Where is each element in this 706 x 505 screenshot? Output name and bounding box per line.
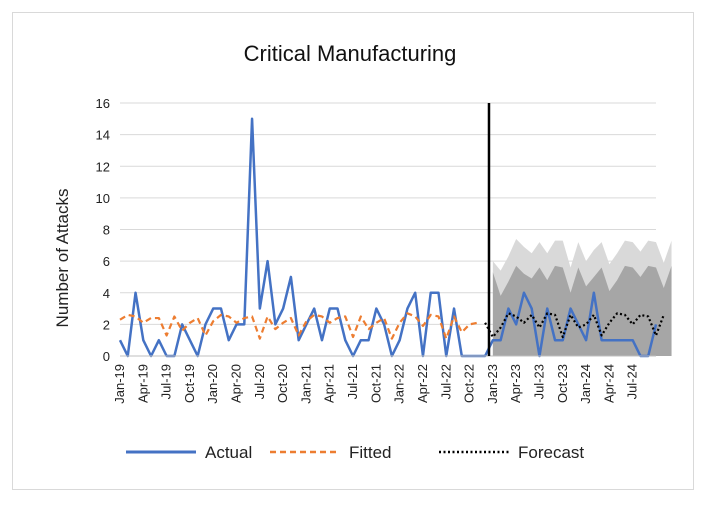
y-tick-label: 8 xyxy=(103,223,110,238)
interval-band xyxy=(492,265,672,356)
x-tick-label: Apr-23 xyxy=(508,364,523,403)
x-tick-label: Oct-22 xyxy=(462,364,477,403)
y-tick-label: 16 xyxy=(96,96,110,111)
y-tick-label: 4 xyxy=(103,286,110,301)
series-line-forecast xyxy=(484,312,665,339)
y-axis-title: Number of Attacks xyxy=(53,189,72,328)
x-tick-label: Jan-21 xyxy=(298,364,313,404)
x-tick-label: Jul-21 xyxy=(345,364,360,399)
y-tick-label: 12 xyxy=(96,159,110,174)
x-tick-label: Jan-24 xyxy=(578,364,593,404)
x-tick-labels: Jan-19 Apr-19 Jul-19 Oct-19 Jan-20 Apr-20 Jul-… xyxy=(112,364,640,404)
series-lines xyxy=(118,117,665,358)
x-tick-label: Oct-20 xyxy=(275,364,290,403)
y-tick-label: 14 xyxy=(96,128,110,143)
chart-frame: Critical Manufacturing Number of Attacks… xyxy=(12,12,694,490)
x-tick-label: Apr-21 xyxy=(322,364,337,403)
axes xyxy=(120,103,656,357)
y-tick-labels: 0 2 4 6 8 10 12 14 16 xyxy=(96,96,110,364)
y-tick-label: 2 xyxy=(103,317,110,332)
x-tick-label: Apr-19 xyxy=(135,364,150,403)
series-line-fitted xyxy=(119,312,478,340)
legend: Actual Fitted Forecast xyxy=(126,443,584,462)
x-tick-label: Jan-19 xyxy=(112,364,127,404)
x-tick-label: Jan-20 xyxy=(205,364,220,404)
forecast-interval-bands xyxy=(492,238,672,356)
series-line-actual xyxy=(118,117,658,358)
x-tick-label: Apr-20 xyxy=(229,364,244,403)
x-tick-label: Apr-22 xyxy=(415,364,430,403)
legend-label-fitted: Fitted xyxy=(349,443,392,462)
x-tick-label: Apr-24 xyxy=(601,364,616,403)
x-tick-label: Oct-23 xyxy=(555,364,570,403)
legend-label-actual: Actual xyxy=(205,443,252,462)
x-tick-label: Jan-22 xyxy=(392,364,407,404)
chart-svg: Critical Manufacturing Number of Attacks… xyxy=(53,41,672,462)
legend-label-forecast: Forecast xyxy=(518,443,584,462)
chart-title: Critical Manufacturing xyxy=(244,41,457,66)
x-tick-label: Jul-23 xyxy=(531,364,546,399)
x-tick-label: Jul-19 xyxy=(159,364,174,399)
x-tick-label: Jul-20 xyxy=(252,364,267,399)
x-tick-label: Oct-21 xyxy=(368,364,383,403)
y-tick-label: 6 xyxy=(103,254,110,269)
x-tick-label: Jul-24 xyxy=(625,364,640,399)
y-tick-label: 0 xyxy=(103,349,110,364)
y-tick-label: 10 xyxy=(96,191,110,206)
x-tick-label: Oct-19 xyxy=(182,364,197,403)
gridlines xyxy=(120,102,656,325)
x-tick-label: Jan-23 xyxy=(485,364,500,404)
x-tick-label: Jul-22 xyxy=(438,364,453,399)
